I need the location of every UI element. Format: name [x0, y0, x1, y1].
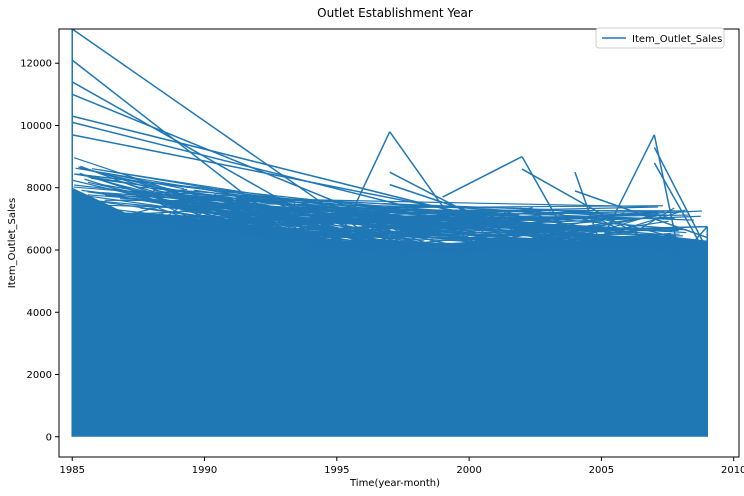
series-spike: [71, 29, 391, 251]
series-spike: [680, 226, 708, 257]
y-axis: 0 2000 4000 6000 8000 10000 12000: [20, 59, 59, 443]
series-segment: [228, 229, 552, 252]
x-tick-label: 1995: [324, 465, 349, 476]
series-spike: [574, 171, 603, 248]
series-spike: [336, 131, 391, 245]
series-spike: [574, 190, 708, 239]
x-tick-label: 2005: [589, 465, 614, 476]
y-tick-label: 12000: [20, 59, 52, 70]
series-segment: [148, 191, 609, 217]
y-axis-title: Item_Outlet_Sales: [7, 198, 18, 288]
legend-label: Item_Outlet_Sales: [632, 34, 722, 45]
series-segment: [147, 212, 194, 229]
series-spike: [389, 131, 470, 245]
series-segment: [170, 223, 453, 254]
x-tick-label: 1990: [192, 465, 217, 476]
series-segment: [580, 231, 648, 246]
series-segment: [197, 196, 649, 208]
series-spike: [389, 183, 576, 248]
series-spike: [71, 81, 338, 232]
legend-box: [595, 27, 725, 49]
series-segment: [193, 189, 439, 226]
series-segment: [259, 236, 707, 253]
series-spike: [521, 168, 655, 245]
series-texture: [72, 157, 707, 254]
series-spike: [653, 162, 708, 257]
y-tick-label: 0: [46, 432, 52, 443]
series-segment: [367, 231, 638, 251]
y-tick-label: 2000: [27, 370, 52, 381]
series-spike: [653, 146, 708, 251]
x-tick-label: 2000: [456, 465, 481, 476]
series-segment: [335, 219, 377, 254]
series-segment: [594, 216, 627, 233]
series-spike: [71, 93, 417, 236]
x-tick-label: 1985: [60, 465, 85, 476]
plot-frame: [58, 28, 740, 458]
series-segment: [129, 192, 544, 243]
series-segment: [114, 179, 346, 250]
series-segment: [145, 198, 339, 229]
chart-title: Outlet Establishment Year: [317, 6, 473, 20]
series-segment: [95, 209, 180, 227]
series-spike: [600, 134, 656, 242]
series-spike: [521, 156, 576, 251]
x-tick-label: 2010: [721, 465, 744, 476]
legend: Item_Outlet_Sales: [595, 27, 725, 49]
series-spike: [522, 225, 708, 233]
y-tick-label: 6000: [27, 246, 52, 257]
plot-area: [71, 29, 708, 437]
series-spike: [442, 155, 523, 198]
series-segment: [333, 242, 582, 250]
y-tick-label: 10000: [20, 121, 52, 132]
series-dense-band: [72, 187, 708, 437]
x-axis: 1985 1990 1995 2000 2005 2010: [60, 457, 744, 476]
y-tick-label: 8000: [27, 183, 52, 194]
series-segment: [156, 188, 188, 194]
series-segment: [138, 191, 380, 234]
series-segment: [214, 209, 485, 213]
x-axis-title: Time(year-month): [349, 478, 440, 489]
series-segment: [84, 199, 289, 220]
series-segment: [120, 214, 143, 225]
series-spike: [72, 134, 576, 236]
series-segment: [374, 229, 489, 246]
y-tick-label: 4000: [27, 308, 52, 319]
series-spike: [72, 121, 470, 223]
